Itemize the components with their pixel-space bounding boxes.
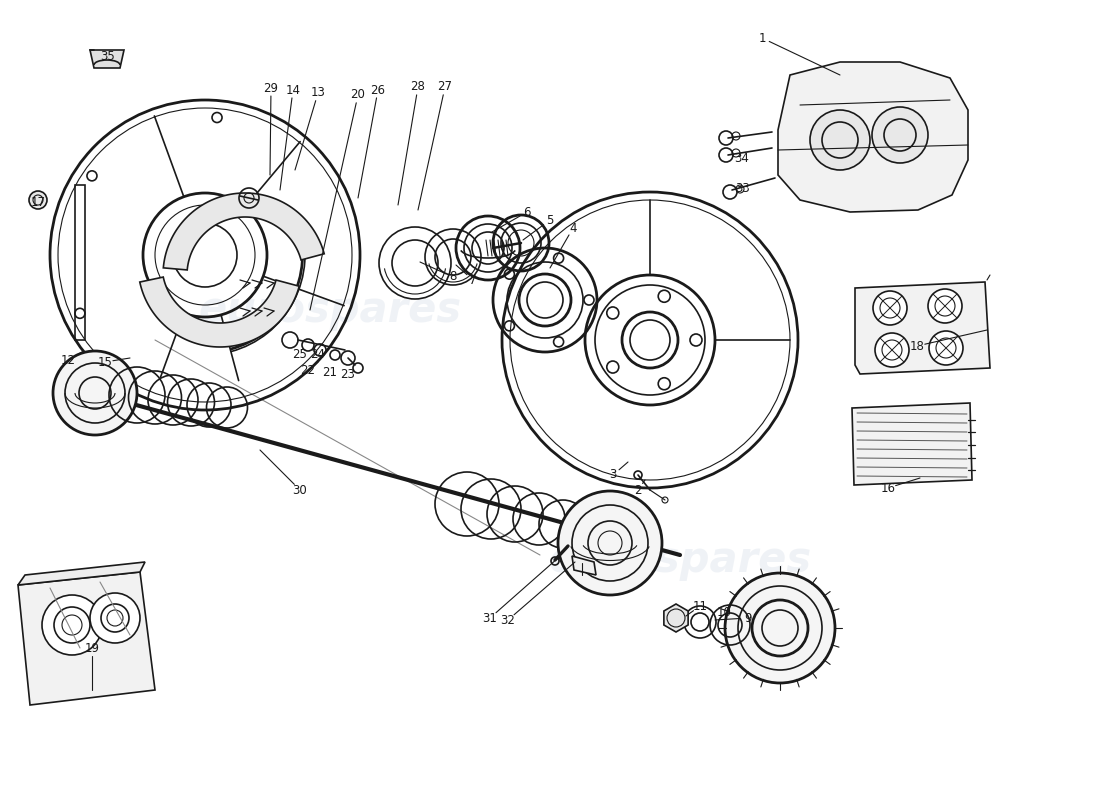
- Text: 18: 18: [910, 339, 924, 353]
- Text: 33: 33: [736, 182, 750, 194]
- Text: eurospares: eurospares: [549, 539, 812, 581]
- Text: 5: 5: [547, 214, 553, 226]
- Text: 13: 13: [310, 86, 326, 99]
- Text: 1: 1: [758, 31, 766, 45]
- Text: 12: 12: [60, 354, 76, 366]
- Text: 35: 35: [100, 50, 116, 62]
- Text: 26: 26: [371, 83, 385, 97]
- Text: 21: 21: [322, 366, 338, 378]
- Polygon shape: [855, 282, 990, 374]
- Text: 3: 3: [609, 469, 617, 482]
- Text: 28: 28: [410, 81, 426, 94]
- Text: 27: 27: [438, 81, 452, 94]
- Text: 10: 10: [716, 606, 732, 618]
- Polygon shape: [140, 277, 299, 347]
- Circle shape: [930, 331, 962, 365]
- Circle shape: [725, 573, 835, 683]
- Polygon shape: [778, 62, 968, 212]
- Text: eurospares: eurospares: [198, 289, 462, 331]
- Circle shape: [42, 595, 102, 655]
- Text: 34: 34: [735, 151, 749, 165]
- Polygon shape: [664, 604, 689, 632]
- Text: 31: 31: [483, 611, 497, 625]
- Text: 29: 29: [264, 82, 278, 94]
- Circle shape: [874, 333, 909, 367]
- Text: 9: 9: [745, 611, 751, 625]
- Text: 11: 11: [693, 599, 707, 613]
- Text: 17: 17: [31, 195, 45, 209]
- Text: 32: 32: [500, 614, 516, 626]
- Text: 6: 6: [524, 206, 530, 218]
- Text: 20: 20: [351, 89, 365, 102]
- Text: 25: 25: [293, 349, 307, 362]
- Text: 22: 22: [300, 363, 316, 377]
- Circle shape: [810, 110, 870, 170]
- Circle shape: [29, 191, 47, 209]
- Circle shape: [558, 491, 662, 595]
- Polygon shape: [18, 562, 145, 585]
- Polygon shape: [18, 572, 155, 705]
- Text: 30: 30: [293, 483, 307, 497]
- Polygon shape: [163, 193, 324, 270]
- Text: 24: 24: [310, 349, 326, 362]
- Circle shape: [90, 593, 140, 643]
- Text: 14: 14: [286, 83, 300, 97]
- Text: 16: 16: [880, 482, 895, 494]
- Text: 8: 8: [449, 270, 456, 283]
- Polygon shape: [852, 403, 972, 485]
- Text: 19: 19: [85, 642, 99, 654]
- Polygon shape: [90, 50, 124, 68]
- Text: 7: 7: [470, 274, 476, 286]
- Polygon shape: [572, 556, 596, 575]
- Circle shape: [872, 107, 928, 163]
- Text: 15: 15: [98, 355, 112, 369]
- Circle shape: [928, 289, 962, 323]
- Circle shape: [873, 291, 908, 325]
- Text: 2: 2: [635, 483, 641, 497]
- Circle shape: [53, 351, 138, 435]
- Text: 23: 23: [341, 367, 355, 381]
- Text: 4: 4: [570, 222, 576, 234]
